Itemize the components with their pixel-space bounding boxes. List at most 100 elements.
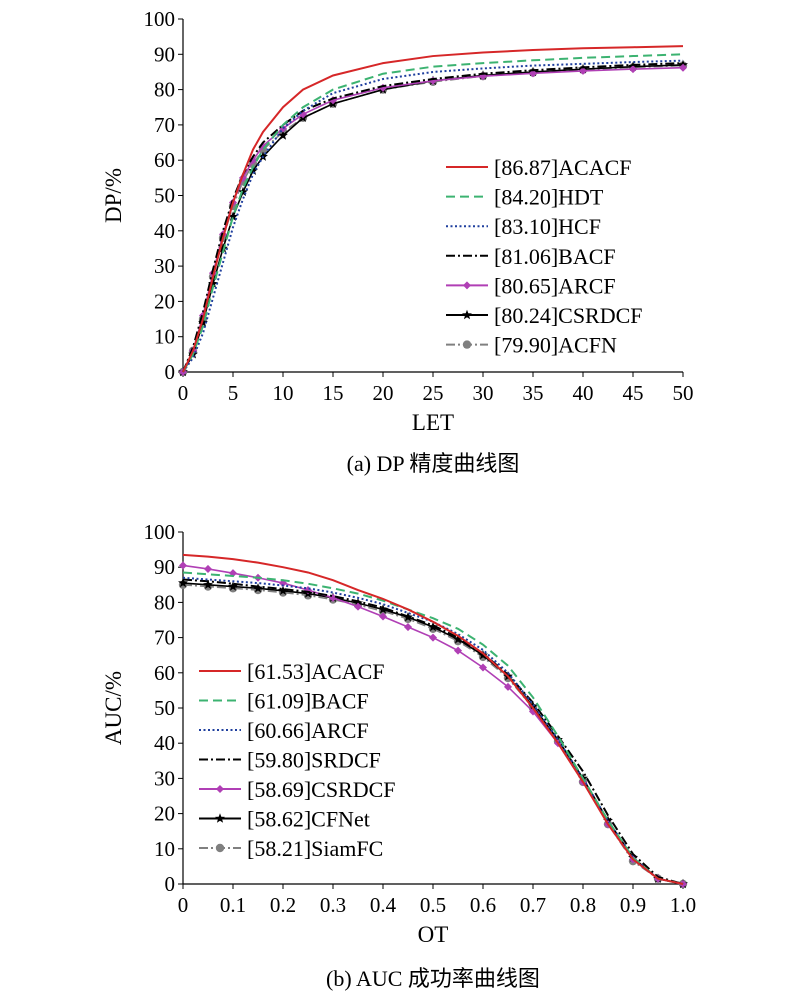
y-tick-label: 40 [154, 731, 175, 755]
y-axis-label: DP/% [101, 168, 126, 223]
legend-entry: [80.65]ARCF [494, 273, 616, 298]
data-point-4 [478, 663, 488, 672]
x-axis-label: LET [412, 410, 454, 435]
x-tick-label: 35 [523, 381, 544, 405]
data-point-5 [203, 579, 213, 590]
legend-entry: [79.90]ACFN [494, 333, 617, 358]
y-tick-label: 50 [154, 184, 175, 208]
x-tick-label: 0.1 [220, 893, 246, 917]
series-group [178, 45, 688, 377]
y-tick-label: 100 [144, 7, 176, 31]
series-line-1 [182, 53, 684, 373]
legend-swatch-marker [215, 843, 225, 853]
data-point-4 [453, 646, 463, 655]
y-tick-label: 10 [154, 837, 175, 861]
legend-entry: [58.21]SiamFC [247, 836, 383, 861]
dp-precision-chart: 0 5 10 15 20 25 30 35 40 45 50 0 10 20 30 40 50 60 70 80 90 1… [101, 7, 694, 476]
legend-entry: [59.80]SRDCF [247, 748, 381, 773]
legend-swatch-marker [215, 813, 225, 823]
x-tick-label: 0.7 [520, 893, 546, 917]
y-tick-label: 80 [154, 590, 175, 614]
x-tick-label: 45 [623, 381, 644, 405]
y-tick-label: 20 [154, 802, 175, 826]
x-tick-label: 0.3 [320, 893, 346, 917]
y-tick-label: 30 [154, 766, 175, 790]
data-point-5 [238, 186, 248, 197]
series-line-2 [182, 59, 684, 373]
legend-entry: [61.09]BACF [247, 689, 369, 714]
data-point-4 [503, 682, 513, 691]
x-tick-label: 10 [273, 381, 294, 405]
legend-entry: [61.53]ACACF [247, 659, 385, 684]
x-tick-label: 0 [178, 381, 189, 405]
legend-entry: [80.24]CSRDCF [494, 303, 643, 328]
x-tick-label: 0 [178, 893, 189, 917]
series-line-3 [182, 578, 684, 885]
y-tick-label: 20 [154, 289, 175, 313]
series-line-1 [182, 571, 684, 885]
data-point-5 [378, 604, 388, 614]
x-axis-label: OT [418, 922, 449, 947]
data-point-5 [228, 211, 238, 221]
x-tick-label: 0.2 [270, 893, 296, 917]
data-point-4 [203, 564, 213, 573]
data-point-5 [428, 621, 438, 632]
x-tick-label: 20 [373, 381, 394, 405]
legend-swatch-marker [215, 784, 225, 794]
legend-entry: [81.06]BACF [494, 244, 616, 269]
y-tick-label: 30 [154, 254, 175, 278]
series-line-2 [182, 576, 684, 885]
data-point-4 [528, 69, 538, 78]
legend: [86.87]ACACF [84.20]HDT [83.10]HCF [81.06]B… [446, 155, 643, 358]
data-point-4 [353, 602, 363, 611]
data-point-5 [228, 581, 238, 591]
data-point-5 [453, 634, 463, 644]
legend-swatch-marker [462, 309, 472, 320]
x-tick-label: 0.6 [470, 893, 496, 917]
y-tick-label: 50 [154, 696, 175, 720]
data-point-4 [578, 66, 588, 75]
data-point-5 [278, 585, 288, 595]
data-point-5 [248, 165, 258, 175]
auc-success-chart: 0 0.1 0.2 0.3 0.4 0.5 0.6 0.7 0.8 0.9 1.0 0 10 20 30 40… [101, 520, 696, 991]
series-line-0 [182, 553, 684, 885]
legend-entry: [83.10]HCF [494, 214, 601, 239]
data-point-5 [278, 130, 288, 140]
y-tick-label: 0 [165, 872, 176, 896]
chart-caption: (b) AUC 成功率曲线图 [326, 966, 540, 991]
data-point-5 [208, 278, 218, 288]
x-tick-label: 40 [573, 381, 594, 405]
legend-entry: [58.62]CFNet [247, 807, 370, 832]
y-tick-label: 10 [154, 325, 175, 349]
x-tick-label: 15 [323, 381, 344, 405]
y-tick-label: 100 [144, 520, 176, 544]
y-tick-label: 60 [154, 148, 175, 172]
x-tick-label: 25 [423, 381, 444, 405]
data-point-4 [428, 633, 438, 642]
data-point-5 [253, 583, 263, 593]
y-tick-label: 40 [154, 219, 175, 243]
x-tick-label: 0.5 [420, 893, 446, 917]
legend-entry: [58.69]CSRDCF [247, 777, 396, 802]
legend-entry: [60.66]ARCF [247, 718, 369, 743]
y-tick-label: 90 [154, 42, 175, 66]
x-tick-label: 0.8 [570, 893, 596, 917]
series-line-3 [182, 62, 684, 373]
y-tick-label: 70 [154, 626, 175, 650]
data-point-4 [178, 561, 188, 570]
series-line-0 [182, 45, 684, 373]
x-tick-label: 0.4 [370, 893, 397, 917]
x-tick-label: 30 [473, 381, 494, 405]
x-tick-label: 1.0 [670, 893, 696, 917]
y-tick-label: 0 [165, 360, 176, 384]
y-axis-label: AUC/% [101, 671, 126, 745]
data-point-5 [178, 577, 188, 588]
data-point-5 [218, 243, 228, 253]
legend-swatch-marker [462, 340, 472, 349]
x-tick-label: 50 [673, 381, 694, 405]
legend: [61.53]ACACF [61.09]BACF [60.66]ARCF [59.80… [199, 659, 396, 861]
x-tick-label: 5 [228, 381, 239, 405]
y-tick-label: 70 [154, 113, 175, 137]
data-point-4 [378, 612, 388, 621]
